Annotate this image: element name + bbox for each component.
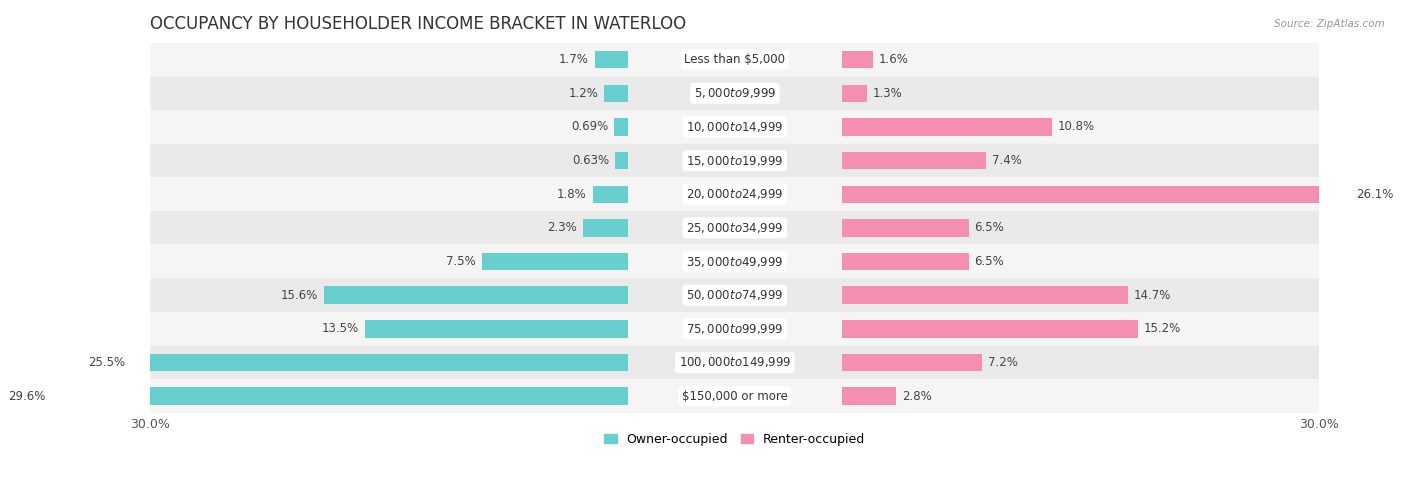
FancyBboxPatch shape	[150, 278, 1319, 312]
Text: 0.69%: 0.69%	[571, 121, 609, 134]
FancyBboxPatch shape	[150, 312, 1319, 346]
Text: $10,000 to $14,999: $10,000 to $14,999	[686, 120, 783, 134]
Text: 0.63%: 0.63%	[572, 154, 610, 167]
FancyBboxPatch shape	[150, 110, 1319, 144]
Bar	[842, 186, 1350, 203]
Text: $150,000 or more: $150,000 or more	[682, 390, 787, 402]
Text: 15.2%: 15.2%	[1144, 322, 1181, 335]
FancyBboxPatch shape	[150, 177, 1319, 211]
Bar	[583, 219, 627, 237]
FancyBboxPatch shape	[150, 76, 1319, 110]
Bar	[131, 354, 627, 371]
Text: 14.7%: 14.7%	[1135, 289, 1171, 302]
Bar	[605, 85, 627, 102]
FancyBboxPatch shape	[150, 144, 1319, 177]
FancyBboxPatch shape	[150, 211, 1319, 245]
Bar	[842, 118, 1052, 136]
Bar	[842, 253, 969, 270]
Text: 10.8%: 10.8%	[1059, 121, 1095, 134]
Text: 2.8%: 2.8%	[903, 390, 932, 402]
FancyBboxPatch shape	[150, 245, 1319, 278]
Text: 29.6%: 29.6%	[8, 390, 45, 402]
Bar	[842, 286, 1128, 304]
Text: 1.3%: 1.3%	[873, 87, 903, 100]
FancyBboxPatch shape	[150, 43, 1319, 76]
Text: 2.3%: 2.3%	[547, 222, 576, 234]
Legend: Owner-occupied, Renter-occupied: Owner-occupied, Renter-occupied	[599, 428, 870, 451]
Text: $20,000 to $24,999: $20,000 to $24,999	[686, 187, 783, 201]
Bar	[842, 387, 897, 405]
Text: 15.6%: 15.6%	[281, 289, 318, 302]
Text: $100,000 to $149,999: $100,000 to $149,999	[679, 355, 792, 369]
Text: 7.5%: 7.5%	[446, 255, 475, 268]
Text: $35,000 to $49,999: $35,000 to $49,999	[686, 255, 783, 269]
Text: 1.7%: 1.7%	[558, 53, 589, 66]
Text: 25.5%: 25.5%	[89, 356, 125, 369]
FancyBboxPatch shape	[150, 379, 1319, 413]
Bar	[592, 186, 627, 203]
Text: $50,000 to $74,999: $50,000 to $74,999	[686, 288, 783, 302]
Text: 1.2%: 1.2%	[568, 87, 599, 100]
Text: $25,000 to $34,999: $25,000 to $34,999	[686, 221, 783, 235]
Bar	[842, 320, 1137, 338]
Text: $5,000 to $9,999: $5,000 to $9,999	[693, 87, 776, 100]
Bar	[842, 219, 969, 237]
Bar	[482, 253, 627, 270]
Bar	[842, 85, 868, 102]
Bar	[595, 51, 627, 69]
Bar	[842, 152, 986, 169]
Text: $75,000 to $99,999: $75,000 to $99,999	[686, 322, 783, 336]
Bar	[323, 286, 627, 304]
Text: 7.4%: 7.4%	[991, 154, 1022, 167]
Text: OCCUPANCY BY HOUSEHOLDER INCOME BRACKET IN WATERLOO: OCCUPANCY BY HOUSEHOLDER INCOME BRACKET …	[150, 15, 686, 33]
Text: 1.6%: 1.6%	[879, 53, 908, 66]
Bar	[842, 354, 983, 371]
Text: 26.1%: 26.1%	[1357, 188, 1393, 201]
Text: 6.5%: 6.5%	[974, 222, 1004, 234]
Text: $15,000 to $19,999: $15,000 to $19,999	[686, 154, 783, 168]
Bar	[51, 387, 627, 405]
Bar	[842, 51, 873, 69]
FancyBboxPatch shape	[150, 346, 1319, 379]
Bar	[364, 320, 627, 338]
Text: 7.2%: 7.2%	[988, 356, 1018, 369]
Text: Source: ZipAtlas.com: Source: ZipAtlas.com	[1274, 19, 1385, 30]
Bar	[616, 152, 627, 169]
Text: 6.5%: 6.5%	[974, 255, 1004, 268]
Text: Less than $5,000: Less than $5,000	[685, 53, 786, 66]
Text: 13.5%: 13.5%	[322, 322, 359, 335]
Bar	[614, 118, 627, 136]
Text: 1.8%: 1.8%	[557, 188, 586, 201]
